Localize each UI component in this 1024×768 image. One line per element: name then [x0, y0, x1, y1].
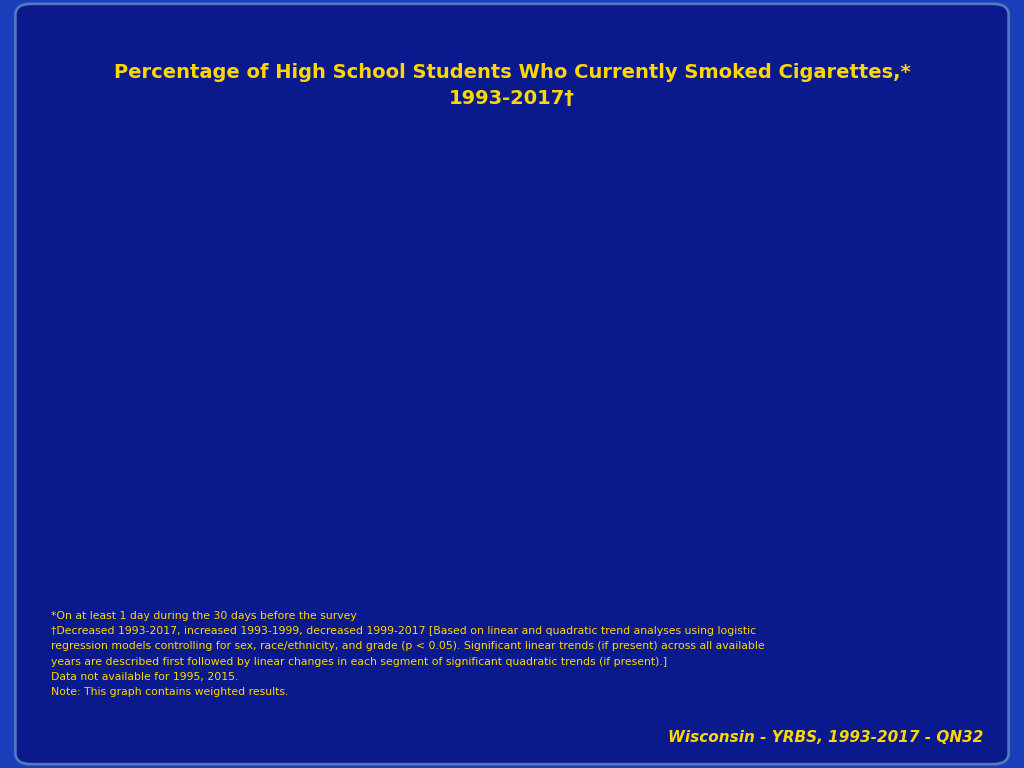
Text: Data not available for 1995, 2015.: Data not available for 1995, 2015. — [51, 672, 239, 682]
Text: *On at least 1 day during the 30 days before the survey: *On at least 1 day during the 30 days be… — [51, 611, 357, 621]
Text: 1993-2017†: 1993-2017† — [449, 89, 575, 108]
Text: 32.6: 32.6 — [395, 422, 426, 435]
Text: years are described first followed by linear changes in each segment of signific: years are described first followed by li… — [51, 657, 668, 667]
Text: 36.0: 36.0 — [267, 406, 298, 419]
Text: 23.6: 23.6 — [459, 463, 489, 476]
Text: 7.8: 7.8 — [908, 535, 931, 548]
Text: Wisconsin - YRBS, 1993-2017 - QN32: Wisconsin - YRBS, 1993-2017 - QN32 — [668, 730, 983, 745]
Text: 14.6: 14.6 — [713, 505, 744, 518]
Text: Note: This graph contains weighted results.: Note: This graph contains weighted resul… — [51, 687, 289, 697]
Text: Percentage of High School Students Who Currently Smoked Cigarettes,*: Percentage of High School Students Who C… — [114, 64, 910, 82]
Text: 31.8: 31.8 — [140, 425, 171, 439]
Y-axis label: Percent: Percent — [39, 333, 54, 400]
Text: regression models controlling for sex, race/ethnicity, and grade (p < 0.05). Sig: regression models controlling for sex, r… — [51, 641, 765, 651]
Text: 22.8: 22.8 — [522, 467, 553, 480]
Text: †Decreased 1993-2017, increased 1993-1999, decreased 1999-2017 [Based on linear : †Decreased 1993-2017, increased 1993-199… — [51, 626, 757, 636]
Text: 20.5: 20.5 — [586, 478, 616, 491]
Text: 38.1: 38.1 — [332, 397, 362, 410]
Text: 11.8: 11.8 — [776, 517, 808, 530]
Text: 16.9: 16.9 — [649, 494, 680, 507]
